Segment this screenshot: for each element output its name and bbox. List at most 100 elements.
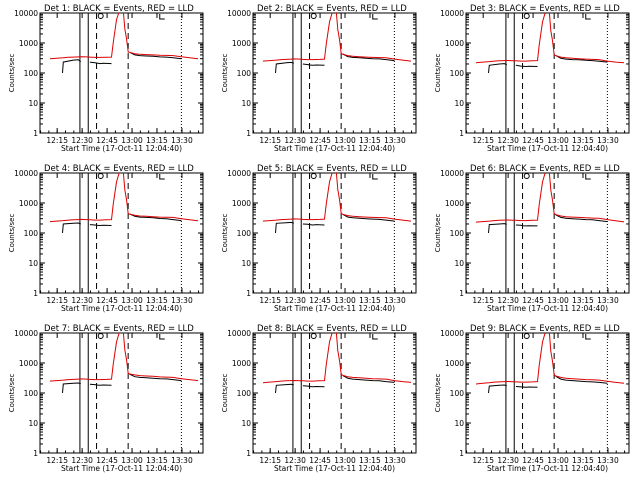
series-events bbox=[275, 53, 395, 74]
x-tick-label: 13:15 bbox=[572, 296, 594, 305]
plot-frame bbox=[465, 332, 630, 454]
y-tick-label: 10 bbox=[28, 99, 38, 108]
x-tick-label: 13:00 bbox=[334, 456, 356, 465]
y-tick-label: 10000 bbox=[227, 329, 251, 338]
y-axis-label: Counts/sec bbox=[8, 214, 16, 253]
top-corner-marker bbox=[159, 174, 165, 180]
plot-area bbox=[262, 13, 412, 133]
x-tick-label: 13:00 bbox=[334, 296, 356, 305]
y-tick-label: 10 bbox=[28, 259, 38, 268]
x-tick-label: 12:45 bbox=[96, 136, 118, 145]
x-tick-label: 12:30 bbox=[71, 296, 93, 305]
plot-frame bbox=[252, 332, 417, 454]
y-tick-label: 10000 bbox=[227, 169, 251, 178]
top-corner-marker bbox=[159, 14, 165, 20]
y-tick-label: 1 bbox=[33, 129, 38, 138]
y-tick-label: 1 bbox=[459, 129, 464, 138]
y-axis-label: Counts/sec bbox=[8, 374, 16, 413]
y-tick-label: 100 bbox=[237, 69, 252, 78]
y-tick-label: 1000 bbox=[19, 39, 38, 48]
y-tick-label: 1 bbox=[33, 289, 38, 298]
panel-title: Det 8: BLACK = Events, RED = LLD bbox=[257, 324, 407, 334]
top-corner-marker bbox=[585, 334, 591, 340]
x-tick-label: 12:15 bbox=[259, 456, 281, 465]
x-tick-label: 13:30 bbox=[171, 136, 193, 145]
x-tick-label: 13:00 bbox=[121, 456, 143, 465]
y-tick-label: 1000 bbox=[232, 359, 251, 368]
y-tick-label: 10000 bbox=[14, 9, 38, 18]
y-tick-label: 1 bbox=[246, 289, 251, 298]
x-axis-label: Start Time (17-Oct-11 12:04:40) bbox=[274, 464, 395, 473]
top-circle-marker bbox=[310, 13, 317, 19]
x-tick-label: 12:15 bbox=[259, 296, 281, 305]
x-tick-label: 13:15 bbox=[146, 136, 168, 145]
y-tick-label: 100 bbox=[237, 389, 252, 398]
x-tick-label: 13:00 bbox=[334, 136, 356, 145]
y-tick-label: 1000 bbox=[445, 199, 464, 208]
x-axis-label: Start Time (17-Oct-11 12:04:40) bbox=[487, 304, 608, 313]
y-axis-label: Counts/sec bbox=[8, 54, 16, 93]
y-axis-label: Counts/sec bbox=[221, 374, 229, 413]
top-corner-marker bbox=[372, 14, 378, 20]
x-tick-label: 13:30 bbox=[384, 456, 406, 465]
series-events bbox=[488, 375, 608, 394]
plot-frame bbox=[252, 12, 417, 134]
plot-area bbox=[475, 13, 625, 133]
x-tick-label: 13:15 bbox=[359, 456, 381, 465]
plot-frame bbox=[465, 12, 630, 134]
plot-area bbox=[262, 333, 412, 453]
x-axis-label: Start Time (17-Oct-11 12:04:40) bbox=[487, 464, 608, 473]
x-tick-label: 12:15 bbox=[259, 136, 281, 145]
x-tick-label: 12:15 bbox=[46, 296, 68, 305]
series-events bbox=[275, 213, 395, 234]
x-tick-label: 13:30 bbox=[171, 456, 193, 465]
panel-title: Det 1: BLACK = Events, RED = LLD bbox=[44, 4, 194, 14]
series-events bbox=[275, 375, 395, 394]
top-circle-marker bbox=[523, 333, 530, 339]
x-tick-label: 12:45 bbox=[522, 136, 544, 145]
x-tick-label: 13:00 bbox=[547, 296, 569, 305]
plot-area bbox=[49, 13, 199, 133]
panel-det-9: 1 10 100 1000 10000 12:15 12:30 12:45 13:00 13:15… bbox=[434, 324, 630, 473]
panel-title: Det 2: BLACK = Events, RED = LLD bbox=[257, 4, 407, 14]
x-axis-label: Start Time (17-Oct-11 12:04:40) bbox=[61, 304, 182, 313]
panel-title: Det 4: BLACK = Events, RED = LLD bbox=[44, 164, 194, 174]
y-axis-label: Counts/sec bbox=[434, 214, 442, 253]
x-tick-label: 13:00 bbox=[121, 136, 143, 145]
y-tick-label: 10 bbox=[454, 259, 464, 268]
y-tick-label: 10000 bbox=[440, 9, 464, 18]
x-tick-label: 13:30 bbox=[597, 136, 619, 145]
x-tick-label: 12:30 bbox=[284, 136, 306, 145]
x-axis-label: Start Time (17-Oct-11 12:04:40) bbox=[61, 144, 182, 153]
x-tick-label: 13:00 bbox=[547, 456, 569, 465]
series-lld bbox=[49, 173, 199, 223]
top-circle-marker bbox=[310, 333, 317, 339]
x-tick-label: 13:15 bbox=[146, 296, 168, 305]
panel-title: Det 6: BLACK = Events, RED = LLD bbox=[470, 164, 620, 174]
y-tick-label: 1 bbox=[246, 449, 251, 458]
panel-title: Det 7: BLACK = Events, RED = LLD bbox=[44, 324, 194, 334]
panel-det-1: 1 10 100 1000 10000 12:15 12:30 12:45 13:00 13:15… bbox=[8, 4, 204, 153]
top-corner-marker bbox=[159, 334, 165, 340]
series-lld bbox=[49, 13, 199, 60]
x-tick-label: 12:15 bbox=[472, 456, 494, 465]
x-tick-label: 12:45 bbox=[309, 456, 331, 465]
series-lld bbox=[262, 333, 412, 384]
x-tick-label: 13:15 bbox=[146, 456, 168, 465]
x-tick-label: 12:30 bbox=[71, 456, 93, 465]
top-corner-marker bbox=[372, 174, 378, 180]
series-lld bbox=[475, 333, 625, 385]
series-lld bbox=[475, 173, 625, 223]
panel-title: Det 9: BLACK = Events, RED = LLD bbox=[470, 324, 620, 334]
x-tick-label: 12:30 bbox=[71, 136, 93, 145]
y-tick-label: 100 bbox=[24, 229, 39, 238]
x-tick-label: 13:15 bbox=[359, 136, 381, 145]
top-circle-marker bbox=[97, 173, 104, 179]
y-tick-label: 1 bbox=[459, 449, 464, 458]
x-tick-label: 12:45 bbox=[309, 136, 331, 145]
x-tick-label: 13:30 bbox=[384, 136, 406, 145]
plot-area bbox=[49, 173, 199, 293]
series-events bbox=[62, 213, 182, 234]
panel-det-3: 1 10 100 1000 10000 12:15 12:30 12:45 13:00 13:15… bbox=[434, 4, 630, 153]
y-tick-label: 10 bbox=[241, 259, 251, 268]
